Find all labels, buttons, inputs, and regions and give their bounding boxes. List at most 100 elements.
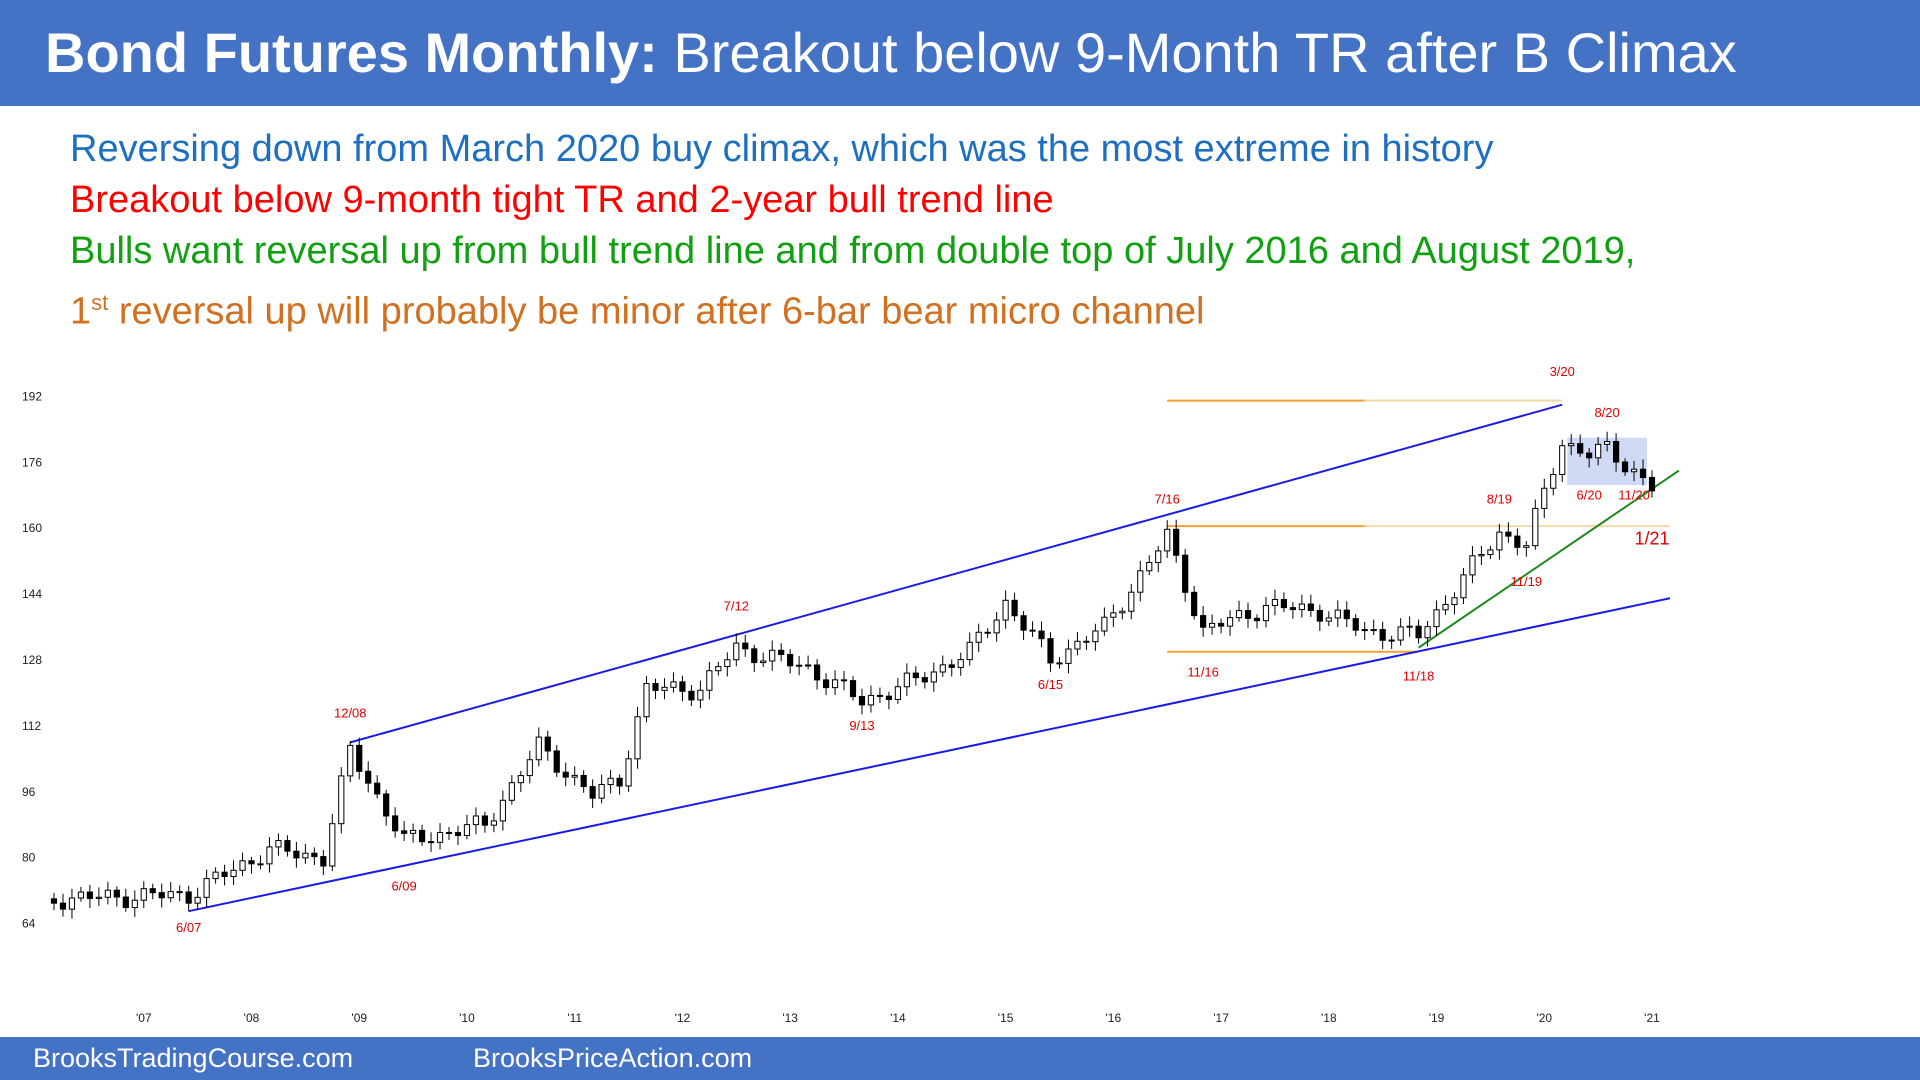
candle-body [203,878,210,898]
candle-body [365,770,372,784]
candle-body [1173,528,1180,556]
upper-channel-line [349,403,1563,744]
x-tick-label: '12 [675,1011,691,1025]
candle-body [912,672,919,679]
candle-body [1586,452,1593,459]
candle-body [1262,605,1270,622]
candle-body [1460,574,1467,599]
candle-body [1621,461,1629,473]
candle-body [284,840,291,852]
candle-body [472,815,480,826]
date-label: 6/09 [391,879,416,894]
candle-body [383,793,390,817]
date-label: 7/12 [724,599,749,614]
candle-body [679,681,686,692]
candle-body [1074,640,1081,650]
candle-body [706,670,713,691]
candle-body [652,683,659,691]
candle-body [481,815,489,826]
candle-body [1271,598,1279,607]
candle-body [1397,626,1404,641]
candle-body [410,829,417,834]
candle-body [544,736,551,752]
date-label: 7/16 [1155,492,1180,507]
candle-body [131,899,138,909]
candle-body [1577,443,1584,454]
candle-body [1415,625,1422,639]
candle-body [221,871,228,877]
x-tick-label: '18 [1321,1011,1337,1025]
x-tick-label: '11 [567,1011,582,1025]
candle-body [607,777,614,786]
date-label: 6/07 [176,920,201,935]
candle-body [984,631,991,634]
candle-body [867,694,875,706]
date-label: 11/20 [1618,487,1650,502]
candle-body [580,774,587,788]
candle-body [1442,604,1449,611]
candle-body [86,891,94,899]
date-label: 3/20 [1550,364,1575,379]
note-bulls-want-reversal: Bulls want reversal up from bull trend l… [70,230,1636,272]
candle-body [1487,549,1494,555]
candle-body [1424,626,1431,639]
candle-body [1379,629,1386,641]
candle-body [661,686,668,691]
candle-body [1092,630,1099,643]
note-breakout-below: Breakout below 9-month tight TR and 2-ye… [70,179,1054,221]
candle-body [374,782,381,795]
candle-body [95,896,102,899]
candle-body [796,664,803,667]
candle-body [625,758,632,787]
footer-right-link[interactable]: BrooksPriceAction.com [473,1043,753,1073]
candle-body [1541,487,1548,509]
x-tick-label: '08 [244,1011,260,1025]
candle-body [1595,443,1602,459]
lower-channel-line [188,597,1671,913]
candle-body [329,823,336,867]
y-tick-label: 64 [22,917,36,931]
candle-body [149,888,156,894]
candle-body [1128,591,1135,612]
y-tick-label: 160 [22,521,42,535]
candle-body [1604,441,1611,445]
candle-body [445,831,453,834]
candle-body [1083,640,1090,643]
candle-body [1244,610,1252,619]
x-tick-label: '17 [1213,1011,1229,1025]
candle-body [805,664,812,667]
candle-body [760,660,767,664]
candle-body [517,775,524,784]
candle-body [562,771,569,778]
candle-body [1280,598,1288,609]
footer-bar: BrooksTradingCourse.com BrooksPriceActio… [0,1037,1920,1080]
note-reversing-down: Reversing down from March 2020 buy clima… [70,128,1494,170]
footer-left-link[interactable]: BrooksTradingCourse.com [33,1043,354,1073]
date-label: 11/16 [1187,664,1219,679]
candle-body [1505,531,1512,537]
candle-body [939,664,946,673]
x-tick-label: '10 [459,1011,475,1025]
candle-body [1307,603,1314,611]
candle-body [248,860,255,865]
candle-body [1514,535,1521,548]
candle-body [724,659,731,668]
candle-body [392,815,399,832]
date-label: 12/08 [334,706,367,721]
y-tick-label: 80 [22,851,36,865]
candle-body [670,681,677,688]
candle-body [930,671,937,683]
y-tick-label: 96 [22,785,36,799]
candle-body [1209,622,1216,628]
candle-body [1235,610,1243,619]
candle-body [858,696,866,706]
candle-body [903,672,910,688]
candle-body [778,649,785,656]
candle-body [158,892,165,899]
candle-body [1388,639,1395,642]
candle-body [490,820,497,826]
x-tick-label: '14 [890,1011,906,1025]
candle-body [77,891,85,899]
bull-trend-line [1418,469,1680,649]
